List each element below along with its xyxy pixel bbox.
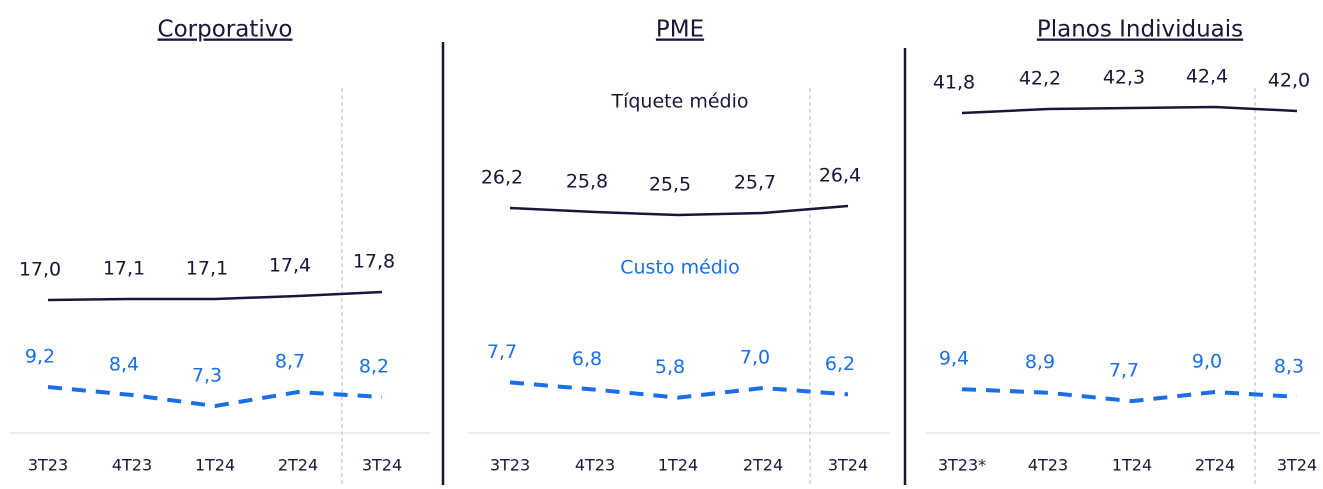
data-label: 26,2 (481, 167, 523, 189)
x-tick-label: 1T24 (195, 456, 235, 475)
data-label: 25,7 (734, 172, 776, 194)
data-label: 26,4 (819, 165, 861, 187)
data-label: 9,0 (1192, 351, 1222, 373)
x-tick-label: 3T23 (490, 456, 530, 475)
data-label: 8,9 (1025, 351, 1055, 373)
panel-title: Corporativo (158, 17, 293, 43)
data-label: 17,0 (19, 259, 61, 281)
x-tick-label: 3T23 (28, 456, 68, 475)
x-tick-label: 3T23* (938, 456, 986, 475)
data-label: 42,2 (1019, 68, 1061, 90)
x-tick-label: 2T24 (278, 456, 318, 475)
data-label: 17,1 (186, 258, 228, 280)
x-tick-label: 4T23 (112, 456, 152, 475)
data-label: 8,7 (275, 351, 305, 373)
data-label: 7,7 (1109, 360, 1139, 382)
data-label: 42,0 (1268, 70, 1310, 92)
series-line (509, 380, 849, 400)
data-label: 7,3 (192, 365, 222, 387)
data-label: 8,2 (359, 356, 389, 378)
data-label: 8,3 (1274, 355, 1304, 377)
x-tick-label: 4T23 (1028, 456, 1068, 475)
data-label: 8,4 (109, 354, 139, 376)
series-name: Custo médio (620, 257, 739, 279)
data-label: 7,0 (740, 347, 770, 369)
x-tick-label: 4T23 (575, 456, 615, 475)
x-tick-label: 2T24 (743, 456, 783, 475)
x-tick-label: 3T24 (362, 456, 402, 475)
x-tick-label: 3T24 (828, 456, 868, 475)
series-line (47, 290, 383, 302)
series-line (961, 105, 1298, 115)
x-tick-label: 3T24 (1277, 456, 1317, 475)
data-label: 9,4 (939, 348, 969, 370)
x-tick-label: 1T24 (1112, 456, 1152, 475)
data-label: 41,8 (933, 72, 975, 94)
data-label: 42,4 (1186, 66, 1228, 88)
data-label: 17,4 (269, 255, 311, 277)
panel-title: PME (656, 17, 704, 43)
data-label: 25,8 (566, 171, 608, 193)
series-line (47, 385, 383, 408)
series-line (509, 204, 849, 217)
panel-title: Planos Individuais (1037, 17, 1243, 43)
data-label: 6,8 (572, 348, 602, 370)
series-line (961, 387, 1298, 404)
data-label: 5,8 (655, 356, 685, 378)
data-label: 6,2 (825, 353, 855, 375)
data-label: 9,2 (25, 346, 55, 368)
x-tick-label: 2T24 (1195, 456, 1235, 475)
data-label: 7,7 (487, 341, 517, 363)
data-label: 25,5 (649, 174, 691, 196)
x-tick-label: 1T24 (658, 456, 698, 475)
data-label: 17,8 (353, 251, 395, 273)
data-label: 17,1 (103, 258, 145, 280)
data-label: 42,3 (1103, 67, 1145, 89)
series-name: Tíquete médio (610, 91, 748, 113)
